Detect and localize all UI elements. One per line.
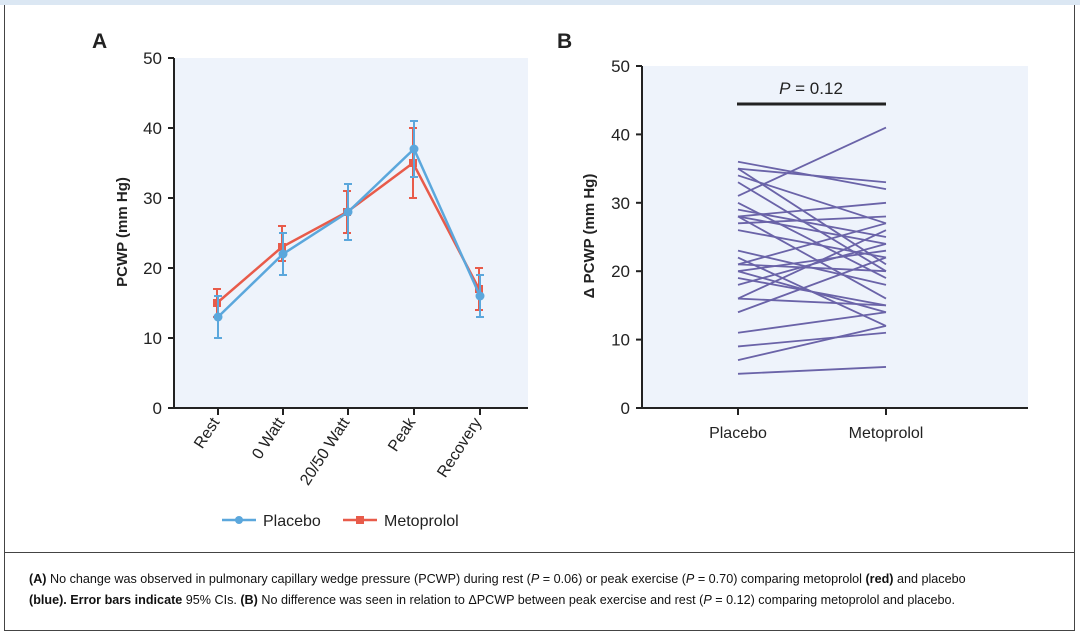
- b-patient-line: [737, 366, 887, 375]
- b-patient-line: [737, 297, 887, 307]
- caption-p3: P: [703, 593, 712, 607]
- a-point-placebo: [343, 207, 353, 217]
- a-x-tick-label: Rest: [191, 414, 223, 451]
- a-x-tick-label: 20/50 Watt: [297, 414, 353, 488]
- top-accent-bar: [0, 0, 1080, 5]
- legend: Placebo Metoprolol: [222, 513, 459, 530]
- b-y-tick-label: 20: [611, 262, 630, 281]
- b-patient-line: [737, 201, 887, 279]
- caption-a-text1: No change was observed in pulmonary capi…: [46, 572, 531, 586]
- panel-b-axes: 0 10 20 30 40 50 Placebo Metoprolol: [611, 57, 1028, 442]
- a-y-tick-label: 30: [143, 189, 162, 208]
- caption-error-bars: Error bars indicate: [66, 593, 183, 607]
- legend-metoprolol-label: Metoprolol: [384, 513, 459, 530]
- panel-a-marks: [213, 120, 485, 339]
- b-patient-line: [737, 160, 887, 191]
- caption-b-text2: = 0.12) comparing metoprolol and placebo…: [711, 593, 955, 607]
- panel-a-ylabel: PCWP (mm Hg): [114, 177, 131, 287]
- b-patient-line: [737, 215, 887, 300]
- caption-a-label: (A): [29, 572, 47, 586]
- caption-red: (red): [865, 572, 894, 586]
- b-x-tick-label: Metoprolol: [849, 425, 924, 442]
- a-x-tick-label: 0 Watt: [249, 414, 288, 462]
- significance-annotation: P = 0.12: [779, 79, 843, 98]
- figure-caption: (A) No change was observed in pulmonary …: [4, 553, 1075, 631]
- b-patient-line: [737, 249, 887, 273]
- a-y-tick-label: 10: [143, 329, 162, 348]
- a-point-placebo: [409, 144, 419, 154]
- b-y-tick-label: 50: [611, 57, 630, 76]
- b-patient-line: [737, 167, 887, 266]
- a-point-placebo: [278, 249, 288, 259]
- a-y-tick-label: 50: [143, 49, 162, 68]
- b-y-tick-label: 0: [621, 399, 630, 418]
- b-patient-line: [737, 181, 887, 272]
- legend-placebo-marker: [235, 516, 243, 524]
- a-point-placebo: [475, 291, 485, 301]
- panel-b-ylabel: Δ PCWP (mm Hg): [581, 174, 598, 299]
- a-point-placebo: [213, 312, 223, 322]
- b-patient-line: [737, 229, 887, 259]
- b-patient-line: [737, 256, 887, 314]
- b-patient-line: [737, 325, 887, 361]
- a-y-tick-label: 0: [153, 399, 162, 418]
- figure-panel-border: [4, 5, 1075, 553]
- panel-a-label: A: [92, 30, 107, 53]
- caption-p1: P: [530, 572, 540, 586]
- caption-a-text2: = 0.06) or peak exercise (: [539, 572, 686, 586]
- b-patient-line: [737, 208, 887, 238]
- b-patient-line: [737, 256, 887, 327]
- caption-a-text5: 95% CIs.: [182, 593, 241, 607]
- caption-a-text4: and placebo: [893, 572, 966, 586]
- b-patient-line: [737, 174, 887, 225]
- a-x-tick-label: Peak: [385, 414, 420, 455]
- caption-b-text1: No difference was seen in relation to ΔP…: [257, 593, 704, 607]
- caption-b-label: (B): [240, 593, 258, 607]
- a-y-tick-label: 40: [143, 119, 162, 138]
- a-x-tick-label: Recovery: [434, 415, 485, 481]
- caption-p2: P: [685, 572, 695, 586]
- b-patient-line: [737, 215, 887, 225]
- b-patient-line: [737, 215, 887, 245]
- caption-a-text3: = 0.70) comparing metoprolol: [694, 572, 866, 586]
- panel-b-label: B: [557, 30, 572, 53]
- b-patient-line: [737, 249, 887, 286]
- b-x-tick-label: Placebo: [709, 425, 767, 442]
- b-patient-line: [737, 331, 887, 348]
- b-y-tick-label: 40: [611, 125, 630, 144]
- charts-svg: A 0 10 20 30 40 50 Rest 0 Watt 20/50 Watt Peak Rec…: [92, 30, 1028, 530]
- a-y-tick-label: 20: [143, 259, 162, 278]
- legend-placebo-label: Placebo: [263, 513, 321, 530]
- b-y-tick-label: 30: [611, 194, 630, 213]
- panel-b-marks: [737, 126, 887, 375]
- caption-blue: (blue).: [29, 593, 67, 607]
- b-y-tick-label: 10: [611, 331, 630, 350]
- b-patient-line: [737, 311, 887, 334]
- legend-metoprolol-marker: [356, 516, 364, 524]
